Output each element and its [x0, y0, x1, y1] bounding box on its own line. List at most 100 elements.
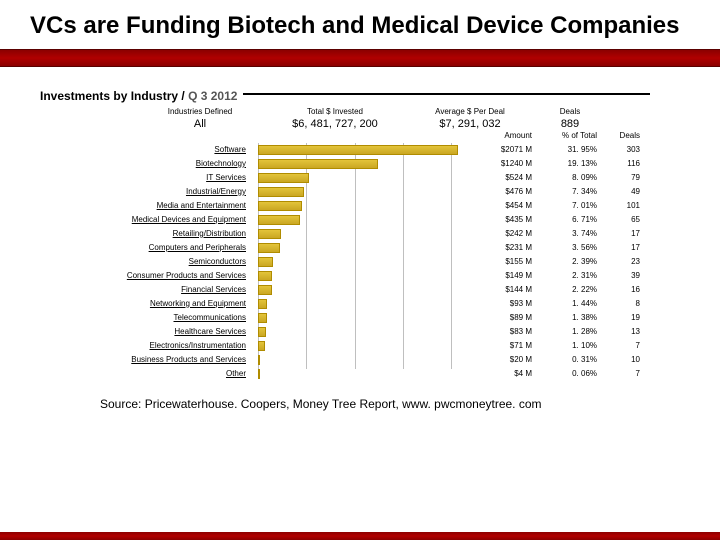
bar	[258, 187, 304, 197]
chart-row-label: Computers and Peripherals	[30, 241, 252, 255]
bar	[258, 229, 281, 239]
chart: SoftwareBiotechnologyIT ServicesIndustri…	[30, 143, 690, 393]
bar	[258, 355, 260, 365]
content-area: Investments by Industry / Q 3 2012 Indus…	[0, 67, 720, 393]
cell-deals: 10	[605, 353, 640, 367]
bar	[258, 369, 260, 379]
bar	[258, 159, 378, 169]
cell-deals: 116	[605, 157, 640, 171]
cell-pct: 2. 39%	[542, 255, 597, 269]
cell-amount: $89 M	[472, 311, 532, 325]
cell-pct: 1. 10%	[542, 339, 597, 353]
chart-row-label: Media and Entertainment	[30, 199, 252, 213]
subtitle: Investments by Industry / Q 3 2012	[40, 89, 243, 103]
cell-deals: 303	[605, 143, 640, 157]
bar	[258, 215, 300, 225]
cell-deals: 65	[605, 213, 640, 227]
cell-amount: $83 M	[472, 325, 532, 339]
col-amount-hdr: Amount	[504, 131, 532, 140]
subtitle-left: Investments by Industry	[40, 89, 178, 103]
cell-pct: 2. 22%	[542, 283, 597, 297]
hdr-total-label: Total $ Invested	[270, 107, 400, 116]
bar	[258, 327, 266, 337]
col-deals-hdr: Deals	[620, 131, 640, 140]
hdr-avg: Average $ Per Deal $7, 291, 032	[410, 107, 530, 130]
hdr-avg-value: $7, 291, 032	[410, 118, 530, 130]
chart-row-label: Consumer Products and Services	[30, 269, 252, 283]
chart-row-label: Semiconductors	[30, 255, 252, 269]
cell-deals: 101	[605, 199, 640, 213]
cell-pct: 3. 56%	[542, 241, 597, 255]
source-text: Source: Pricewaterhouse. Coopers, Money …	[100, 397, 542, 411]
title-block: VCs are Funding Biotech and Medical Devi…	[0, 0, 720, 49]
cell-deals: 16	[605, 283, 640, 297]
cell-deals: 7	[605, 339, 640, 353]
chart-row-label: Business Products and Services	[30, 353, 252, 367]
cell-deals: 49	[605, 185, 640, 199]
cell-deals: 17	[605, 227, 640, 241]
chart-bars	[258, 143, 458, 381]
bottom-accent-bar	[0, 532, 720, 540]
cell-pct: 1. 28%	[542, 325, 597, 339]
cell-amount: $2071 M	[472, 143, 532, 157]
bar	[258, 341, 265, 351]
cell-pct: 2. 31%	[542, 269, 597, 283]
hdr-deals-label: Deals	[540, 107, 600, 116]
cell-deals: 7	[605, 367, 640, 381]
chart-row-label: Other	[30, 367, 252, 381]
chart-row-bar	[258, 227, 458, 241]
chart-row-label: Electronics/Instrumentation	[30, 339, 252, 353]
chart-row-bar	[258, 213, 458, 227]
col-amount: Amount $2071 M$1240 M$524 M$476 M$454 M$…	[472, 143, 532, 381]
cell-deals: 23	[605, 255, 640, 269]
cell-amount: $231 M	[472, 241, 532, 255]
cell-amount: $149 M	[472, 269, 532, 283]
page-title: VCs are Funding Biotech and Medical Devi…	[30, 12, 690, 41]
chart-row-label: Networking and Equipment	[30, 297, 252, 311]
cell-amount: $454 M	[472, 199, 532, 213]
chart-row-label: Telecommunications	[30, 311, 252, 325]
chart-row-bar	[258, 367, 458, 381]
hdr-deals-value: 889	[540, 118, 600, 130]
bar	[258, 285, 272, 295]
cell-deals: 8	[605, 297, 640, 311]
bar	[258, 257, 273, 267]
cell-pct: 8. 09%	[542, 171, 597, 185]
cell-deals: 79	[605, 171, 640, 185]
chart-row-bar	[258, 311, 458, 325]
cell-deals: 39	[605, 269, 640, 283]
cell-amount: $435 M	[472, 213, 532, 227]
hdr-industries: Industries Defined All	[140, 107, 260, 130]
cell-pct: 31. 95%	[542, 143, 597, 157]
chart-row-bar	[258, 199, 458, 213]
col-deals: Deals 3031167949101651717233916819137107	[605, 143, 640, 381]
chart-row-bar	[258, 325, 458, 339]
cell-amount: $155 M	[472, 255, 532, 269]
cell-pct: 3. 74%	[542, 227, 597, 241]
slide: VCs are Funding Biotech and Medical Devi…	[0, 0, 720, 540]
chart-row-label: Healthcare Services	[30, 325, 252, 339]
cell-pct: 6. 71%	[542, 213, 597, 227]
bar	[258, 201, 302, 211]
chart-row-label: Industrial/Energy	[30, 185, 252, 199]
chart-row-label: Retailing/Distribution	[30, 227, 252, 241]
bar	[258, 243, 280, 253]
chart-row-label: Biotechnology	[30, 157, 252, 171]
accent-bar	[0, 49, 720, 67]
cell-amount: $242 M	[472, 227, 532, 241]
hdr-avg-label: Average $ Per Deal	[410, 107, 530, 116]
chart-row-label: Financial Services	[30, 283, 252, 297]
bar	[258, 299, 267, 309]
cell-deals: 13	[605, 325, 640, 339]
cell-amount: $1240 M	[472, 157, 532, 171]
cell-amount: $93 M	[472, 297, 532, 311]
cell-pct: 19. 13%	[542, 157, 597, 171]
chart-row-bar	[258, 241, 458, 255]
hdr-industries-value: All	[140, 118, 260, 130]
cell-amount: $4 M	[472, 367, 532, 381]
cell-amount: $524 M	[472, 171, 532, 185]
cell-deals: 19	[605, 311, 640, 325]
cell-amount: $144 M	[472, 283, 532, 297]
hdr-total-value: $6, 481, 727, 200	[270, 118, 400, 130]
chart-row-label: Medical Devices and Equipment	[30, 213, 252, 227]
